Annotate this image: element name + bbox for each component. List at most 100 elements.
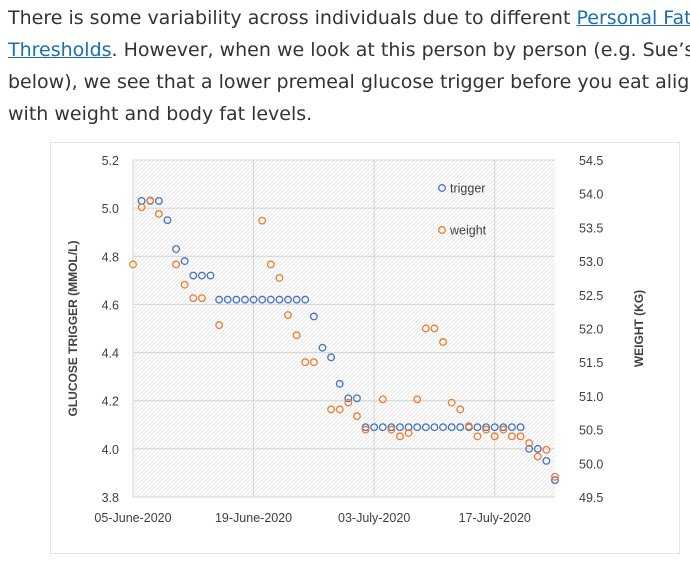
weight-point	[387, 425, 396, 434]
y-axis-label: GLUCOSE TRIGGER (MMOL/L)	[66, 241, 80, 417]
weight-point	[533, 452, 542, 461]
y2-tick-label: 52.5	[579, 289, 603, 303]
y2-tick-label: 51.5	[579, 356, 603, 370]
y2-tick-label: 54.0	[579, 188, 603, 202]
weight-point	[490, 432, 499, 441]
paragraph-text: . However, when we look at this person b…	[111, 39, 690, 61]
weight-point	[129, 260, 137, 269]
x-tick-label: 17-July-2020	[459, 511, 531, 525]
weight-point	[404, 429, 413, 437]
weight-point	[464, 422, 473, 431]
trigger-point	[344, 394, 353, 403]
trigger-point	[258, 295, 267, 304]
y2-tick-label: 50.5	[579, 424, 603, 438]
weight-point	[482, 425, 491, 434]
trigger-point	[542, 456, 551, 465]
y-tick-label: 4.8	[102, 250, 119, 264]
trigger-point	[189, 271, 198, 280]
paragraph-text: There is some variability across individ…	[8, 7, 577, 29]
trigger-point	[318, 343, 327, 352]
trigger-point	[473, 423, 482, 432]
trigger-point	[396, 423, 404, 432]
trigger-point	[284, 295, 292, 304]
trigger-point	[180, 257, 189, 266]
trigger-point	[421, 423, 430, 432]
weight-point	[266, 260, 275, 269]
y2-tick-label: 53.0	[579, 255, 603, 269]
x-tick-label: 05-June-2020	[94, 511, 171, 525]
trigger-point	[163, 216, 172, 225]
trigger-point	[490, 423, 499, 432]
weight-point	[396, 432, 404, 441]
gridlines	[132, 159, 555, 498]
trigger-point	[413, 423, 422, 432]
weight-point	[172, 260, 181, 269]
trigger-point	[206, 271, 215, 280]
trigger-point	[241, 295, 249, 304]
trigger-point	[172, 245, 181, 254]
legend: trigger weight	[438, 182, 487, 238]
personal-fat-thresholds-link[interactable]: Personal Fat	[576, 7, 690, 29]
weight-point	[146, 196, 155, 205]
weight-point	[439, 338, 447, 346]
trigger-point	[507, 423, 516, 432]
right-axis-ticks: 54.5 54.0 53.5 53.0 52.5 52.0 51.5 51.0 50.5 50.0…	[579, 154, 603, 505]
weight-point	[525, 439, 534, 448]
weight-point	[284, 311, 292, 319]
personal-fat-thresholds-link-continued[interactable]: Thresholds	[8, 39, 112, 61]
weight-point	[189, 294, 198, 303]
weight-point	[456, 405, 465, 414]
trigger-point	[439, 423, 447, 432]
weight-point	[413, 395, 422, 404]
y2-tick-label: 51.0	[579, 390, 603, 404]
weight-point	[542, 445, 551, 454]
y2-axis-label: WEIGHT (KG)	[632, 290, 646, 367]
trigger-point	[387, 423, 396, 432]
weight-point	[301, 358, 310, 367]
weight-point	[516, 432, 525, 441]
y2-tick-label: 50.0	[579, 457, 603, 471]
weight-point	[421, 324, 430, 333]
x-tick-label: 03-July-2020	[338, 511, 410, 525]
paragraph-line-1: There is some variability across individ…	[8, 2, 690, 34]
weight-point	[378, 395, 387, 404]
y-tick-label: 4.2	[102, 395, 119, 409]
trigger-point	[378, 423, 387, 432]
paragraph-line-3: below), we see that a lower premeal gluc…	[8, 71, 690, 93]
legend-marker-weight	[438, 226, 446, 234]
y-tick-label: 4.0	[102, 443, 119, 457]
trigger-point	[361, 423, 370, 432]
y-tick-label: 4.4	[102, 347, 119, 361]
trigger-point	[516, 423, 525, 432]
y2-tick-label: 53.5	[579, 221, 603, 235]
weight-point	[335, 405, 344, 414]
article-paragraph: There is some variability across individ…	[8, 2, 690, 130]
plot-area	[133, 160, 555, 497]
trigger-point	[327, 353, 336, 362]
x-tick-label: 19-June-2020	[215, 511, 292, 525]
trigger-point	[352, 394, 361, 403]
weight-point	[352, 412, 361, 421]
y2-tick-label: 49.5	[579, 491, 603, 505]
legend-label-trigger: trigger	[450, 182, 485, 196]
trigger-point	[301, 295, 310, 304]
trigger-point	[197, 271, 206, 280]
trigger-point	[266, 295, 275, 304]
weight-point	[180, 280, 189, 289]
data-points	[129, 196, 559, 485]
weight-point	[275, 273, 284, 282]
weight-point	[551, 472, 559, 481]
weight-point	[499, 425, 508, 434]
trigger-point	[456, 423, 465, 432]
y-tick-label: 4.6	[102, 298, 119, 312]
trigger-point	[309, 312, 318, 321]
trigger-point	[223, 295, 232, 304]
weight-point	[430, 324, 439, 333]
trigger-point	[335, 379, 344, 388]
chart-figure: 5.2 5.0 4.8 4.6 4.4 4.2 4.0 3.8 54.5 54.0 53.5 53.…	[50, 142, 680, 554]
trigger-point	[215, 295, 224, 304]
trigger-point	[482, 423, 491, 432]
trigger-point	[232, 295, 241, 304]
weight-point	[258, 216, 267, 225]
weight-point	[447, 398, 456, 407]
